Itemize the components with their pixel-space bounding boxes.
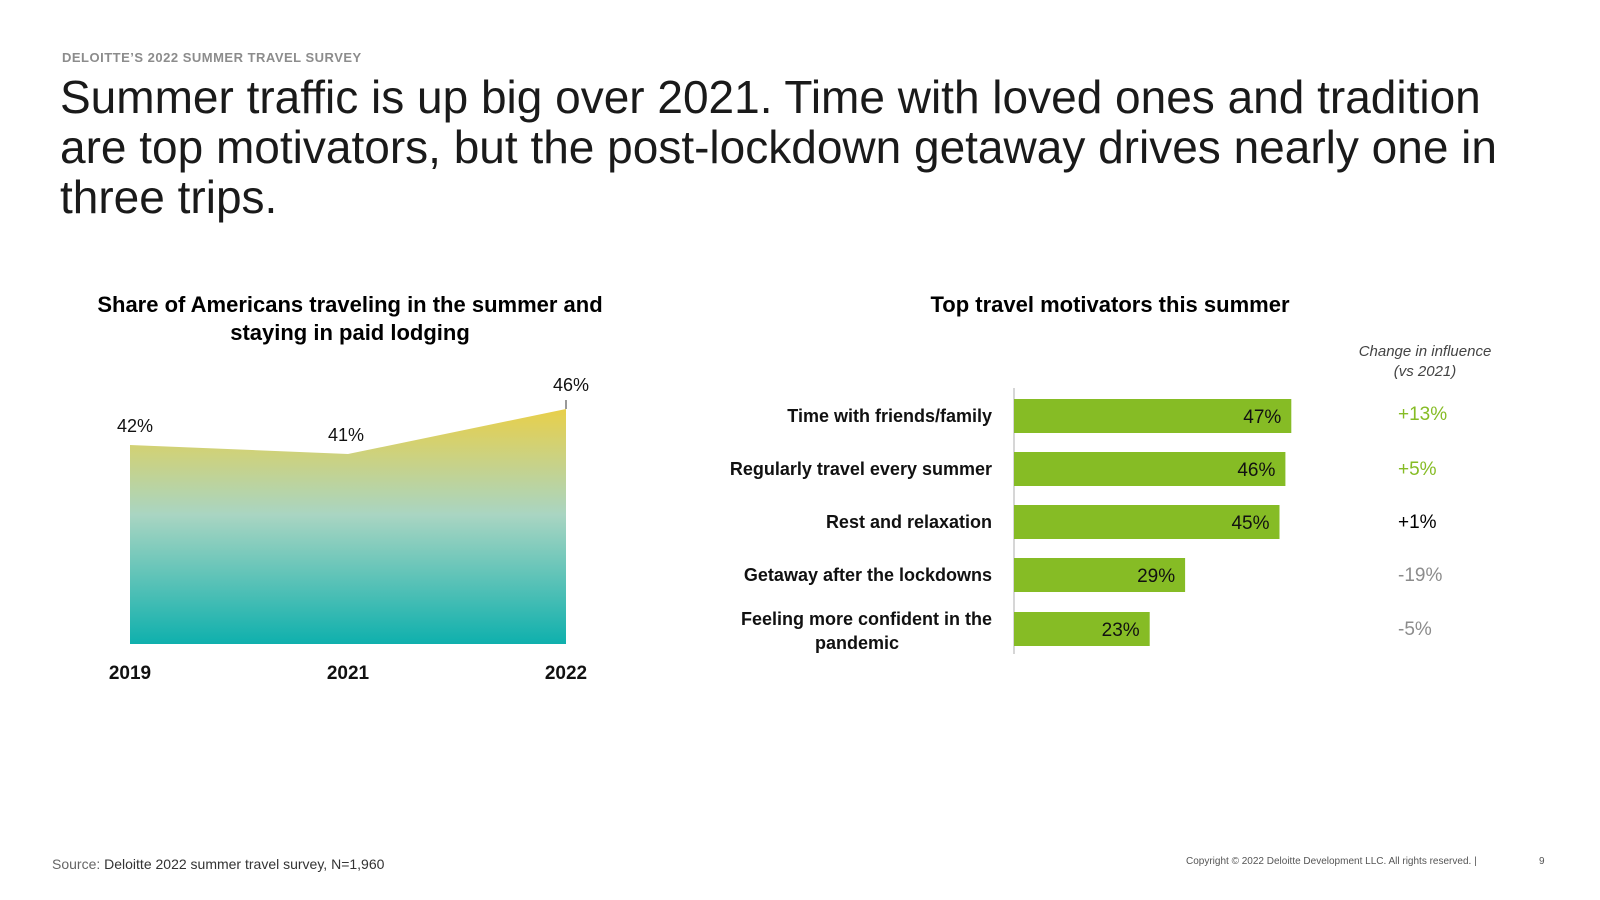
change-header-line-1: Change in influence [1358,343,1492,360]
source-text: Deloitte 2022 summer travel survey, N=1,… [104,856,385,872]
bar-data-label: 29% [1137,566,1175,587]
bar-data-label: 45% [1231,513,1269,534]
x-tick-label: 2021 [327,663,370,684]
category-label: Regularly travel every summer [730,459,992,479]
change-value: -5% [1398,619,1432,640]
source-label: Source: [52,856,101,872]
bar [1014,558,1186,592]
bar [1014,399,1292,433]
bar-data-label: 47% [1243,407,1281,428]
category-label: Getaway after the lockdowns [744,565,992,585]
category-label: pandemic [815,633,899,653]
bar [1014,612,1150,646]
copyright-text: Copyright © 2022 Deloitte Development LL… [1186,856,1477,867]
area-data-label: 46% [553,375,589,395]
change-value: +13% [1398,404,1447,425]
change-value: +5% [1398,459,1437,480]
change-value: +1% [1398,512,1437,533]
area-series [130,409,566,644]
change-value: -19% [1398,565,1442,586]
area-data-label: 41% [328,425,364,445]
source-note: Source: Deloitte 2022 summer travel surv… [52,856,384,872]
area-chart-title: Share of Americans traveling in the summ… [97,292,603,345]
category-label: Rest and relaxation [826,512,992,532]
bar-chart-title: Top travel motivators this summer [930,292,1290,317]
x-tick-label: 2019 [109,663,151,684]
bar-data-label: 23% [1102,620,1140,641]
page-number: 9 [1539,856,1545,867]
category-label: Feeling more confident in the [741,609,992,629]
survey-kicker: DELOITTE’S 2022 SUMMER TRAVEL SURVEY [62,50,362,65]
x-tick-label: 2022 [545,663,587,684]
page-title: Summer traffic is up big over 2021. Time… [60,71,1497,223]
bar [1014,505,1280,539]
area-data-label: 42% [117,416,153,436]
bar-data-label: 46% [1237,460,1275,481]
change-in-influence-header: Change in influence (vs 2021) [1340,342,1510,382]
change-header-line-2: (vs 2021) [1393,363,1457,380]
category-label: Time with friends/family [787,406,992,426]
bar [1014,452,1286,486]
